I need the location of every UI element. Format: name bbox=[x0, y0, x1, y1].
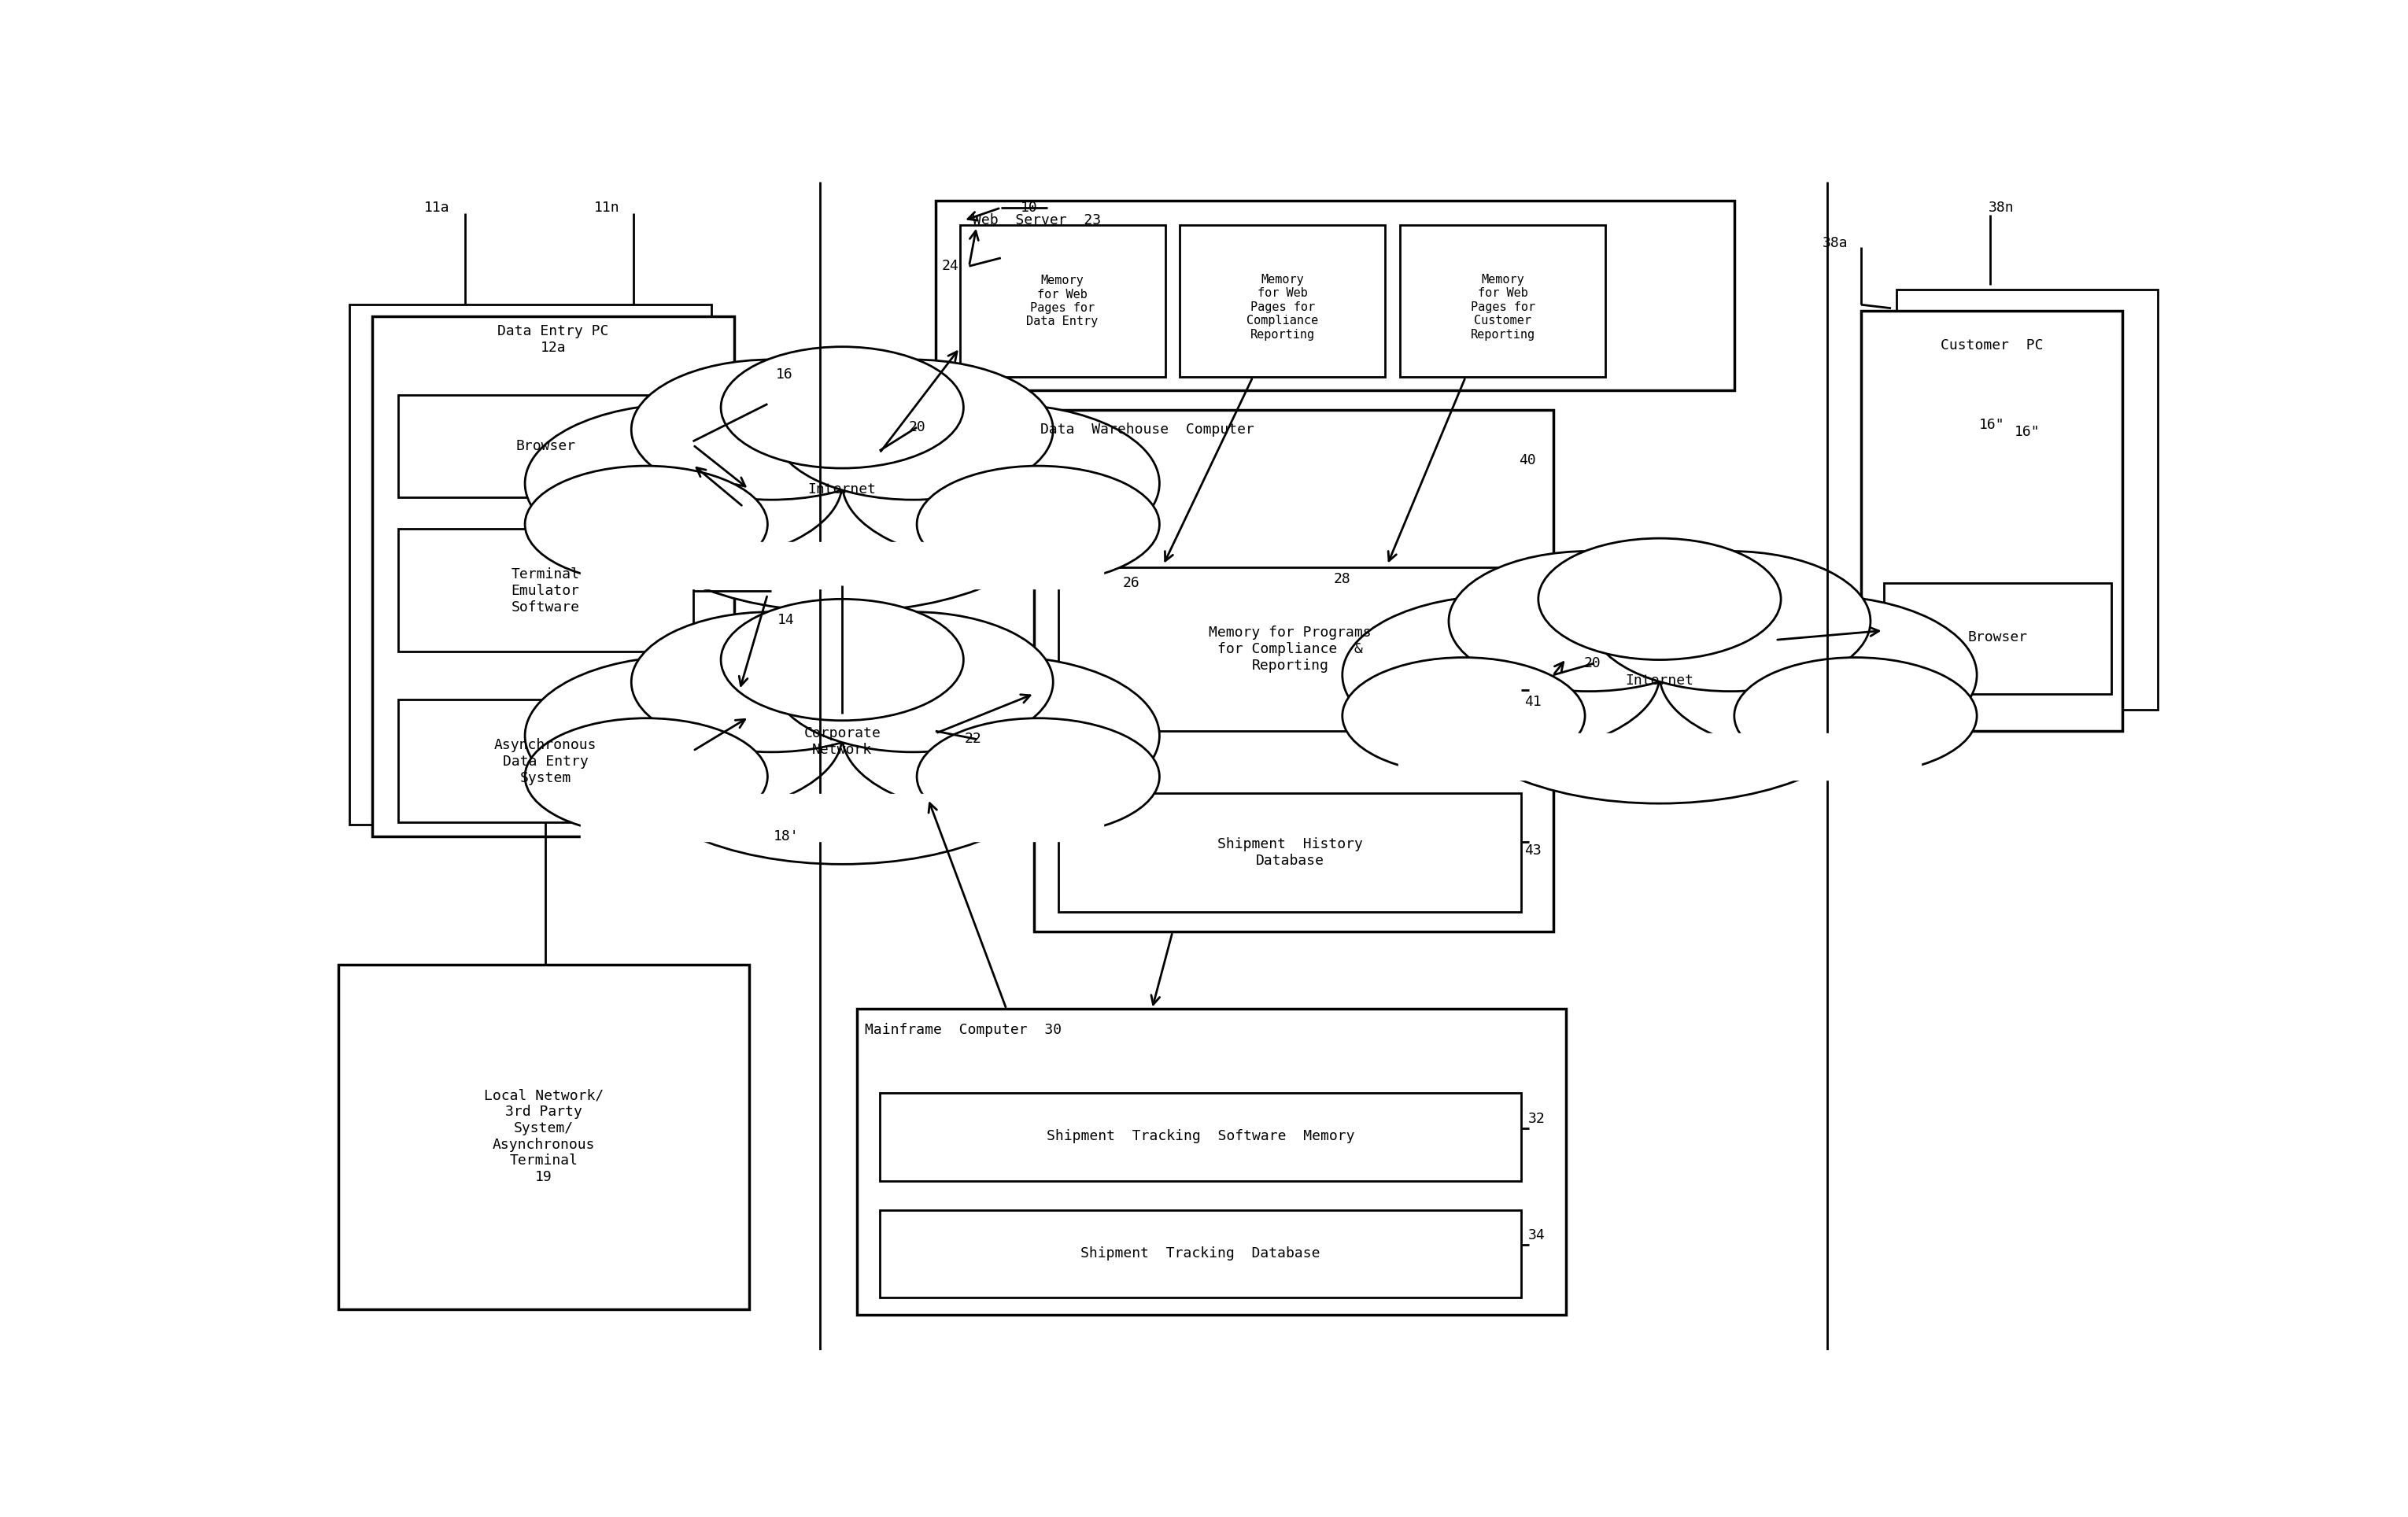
Ellipse shape bbox=[525, 657, 843, 815]
Ellipse shape bbox=[1592, 551, 1871, 692]
Text: Shipment  History
Database: Shipment History Database bbox=[1218, 837, 1363, 868]
Text: Mainframe  Computer  30: Mainframe Computer 30 bbox=[864, 1022, 1062, 1038]
Text: Web  Server  23: Web Server 23 bbox=[973, 214, 1100, 228]
Ellipse shape bbox=[773, 611, 1052, 752]
Text: Memory
for Web
Pages for
Data Entry: Memory for Web Pages for Data Entry bbox=[1026, 275, 1098, 328]
Ellipse shape bbox=[1734, 657, 1977, 774]
Text: 20: 20 bbox=[1584, 657, 1601, 671]
Text: 41: 41 bbox=[1524, 695, 1541, 708]
Text: 38a: 38a bbox=[1823, 235, 1847, 250]
Text: 16": 16" bbox=[1979, 417, 2003, 432]
Text: 34: 34 bbox=[1527, 1229, 1546, 1242]
Text: Corporate
Network: Corporate Network bbox=[804, 727, 881, 757]
Ellipse shape bbox=[917, 718, 1158, 834]
Text: Shipment  Tracking  Database: Shipment Tracking Database bbox=[1081, 1245, 1320, 1261]
Ellipse shape bbox=[631, 611, 910, 752]
Text: 40: 40 bbox=[1519, 454, 1536, 467]
Bar bbox=[961, 225, 1165, 378]
Ellipse shape bbox=[1450, 551, 1729, 692]
Text: 16": 16" bbox=[2015, 425, 2040, 438]
Bar bbox=[1883, 583, 2112, 693]
Text: 20: 20 bbox=[908, 420, 925, 434]
Bar bbox=[1060, 793, 1522, 912]
Text: Memory for Programs
for Compliance  &
Reporting: Memory for Programs for Compliance & Rep… bbox=[1209, 627, 1373, 672]
Text: 26: 26 bbox=[1122, 575, 1139, 590]
Ellipse shape bbox=[628, 666, 1057, 865]
Bar bbox=[397, 394, 694, 498]
Bar bbox=[1399, 225, 1606, 378]
Ellipse shape bbox=[1539, 539, 1782, 660]
Text: 24: 24 bbox=[942, 259, 958, 273]
Text: Internet: Internet bbox=[809, 482, 877, 496]
Ellipse shape bbox=[525, 404, 843, 563]
Text: Customer  PC: Customer PC bbox=[1941, 338, 2042, 352]
Text: Browser: Browser bbox=[1967, 631, 2028, 645]
Bar bbox=[1898, 290, 2158, 710]
Text: Terminal
Emulator
Software: Terminal Emulator Software bbox=[510, 567, 580, 614]
Text: Internet: Internet bbox=[1625, 674, 1693, 687]
Ellipse shape bbox=[720, 599, 963, 721]
Ellipse shape bbox=[631, 360, 910, 499]
Text: Memory
for Web
Pages for
Compliance
Reporting: Memory for Web Pages for Compliance Repo… bbox=[1247, 273, 1320, 340]
Bar bbox=[879, 1211, 1522, 1297]
Bar bbox=[934, 200, 1734, 390]
Text: Data  Warehouse  Computer: Data Warehouse Computer bbox=[1040, 423, 1255, 437]
Bar bbox=[1861, 311, 2121, 731]
Bar bbox=[879, 1094, 1522, 1180]
Bar bbox=[397, 529, 694, 652]
Text: 28: 28 bbox=[1334, 572, 1351, 586]
Ellipse shape bbox=[843, 657, 1161, 815]
Text: 10: 10 bbox=[1021, 200, 1038, 215]
Text: Data Entry PC
12a: Data Entry PC 12a bbox=[498, 325, 609, 355]
Text: 18': 18' bbox=[773, 830, 799, 843]
Bar bbox=[857, 1009, 1565, 1315]
Bar bbox=[1035, 410, 1553, 931]
Text: Browser: Browser bbox=[515, 438, 576, 454]
Ellipse shape bbox=[628, 413, 1057, 611]
Ellipse shape bbox=[720, 347, 963, 469]
Ellipse shape bbox=[1341, 657, 1584, 774]
Text: 32: 32 bbox=[1527, 1112, 1546, 1126]
Ellipse shape bbox=[773, 360, 1052, 499]
Text: Shipment  Tracking  Software  Memory: Shipment Tracking Software Memory bbox=[1047, 1129, 1356, 1144]
Bar bbox=[371, 317, 734, 836]
Ellipse shape bbox=[1445, 605, 1873, 804]
Text: Asynchronous
Data Entry
System: Asynchronous Data Entry System bbox=[494, 737, 597, 784]
Text: 22: 22 bbox=[963, 733, 982, 746]
Bar bbox=[1180, 225, 1385, 378]
Text: Local Network/
3rd Party
System/
Asynchronous
Terminal
19: Local Network/ 3rd Party System/ Asynchr… bbox=[484, 1088, 604, 1185]
Bar bbox=[397, 699, 694, 822]
Ellipse shape bbox=[1341, 596, 1659, 754]
Text: 38n: 38n bbox=[1989, 200, 2013, 215]
Text: 11n: 11n bbox=[595, 200, 619, 215]
Bar bbox=[1060, 567, 1522, 731]
Text: 16: 16 bbox=[775, 367, 792, 382]
Text: 14: 14 bbox=[778, 613, 795, 627]
Ellipse shape bbox=[525, 718, 768, 834]
Text: 43: 43 bbox=[1524, 843, 1541, 857]
Bar bbox=[349, 305, 713, 825]
Ellipse shape bbox=[1659, 596, 1977, 754]
Text: 11a: 11a bbox=[424, 200, 450, 215]
Ellipse shape bbox=[843, 404, 1161, 563]
Ellipse shape bbox=[917, 466, 1158, 583]
Bar bbox=[337, 965, 749, 1309]
Ellipse shape bbox=[525, 466, 768, 583]
Text: Memory
for Web
Pages for
Customer
Reporting: Memory for Web Pages for Customer Report… bbox=[1471, 273, 1536, 340]
